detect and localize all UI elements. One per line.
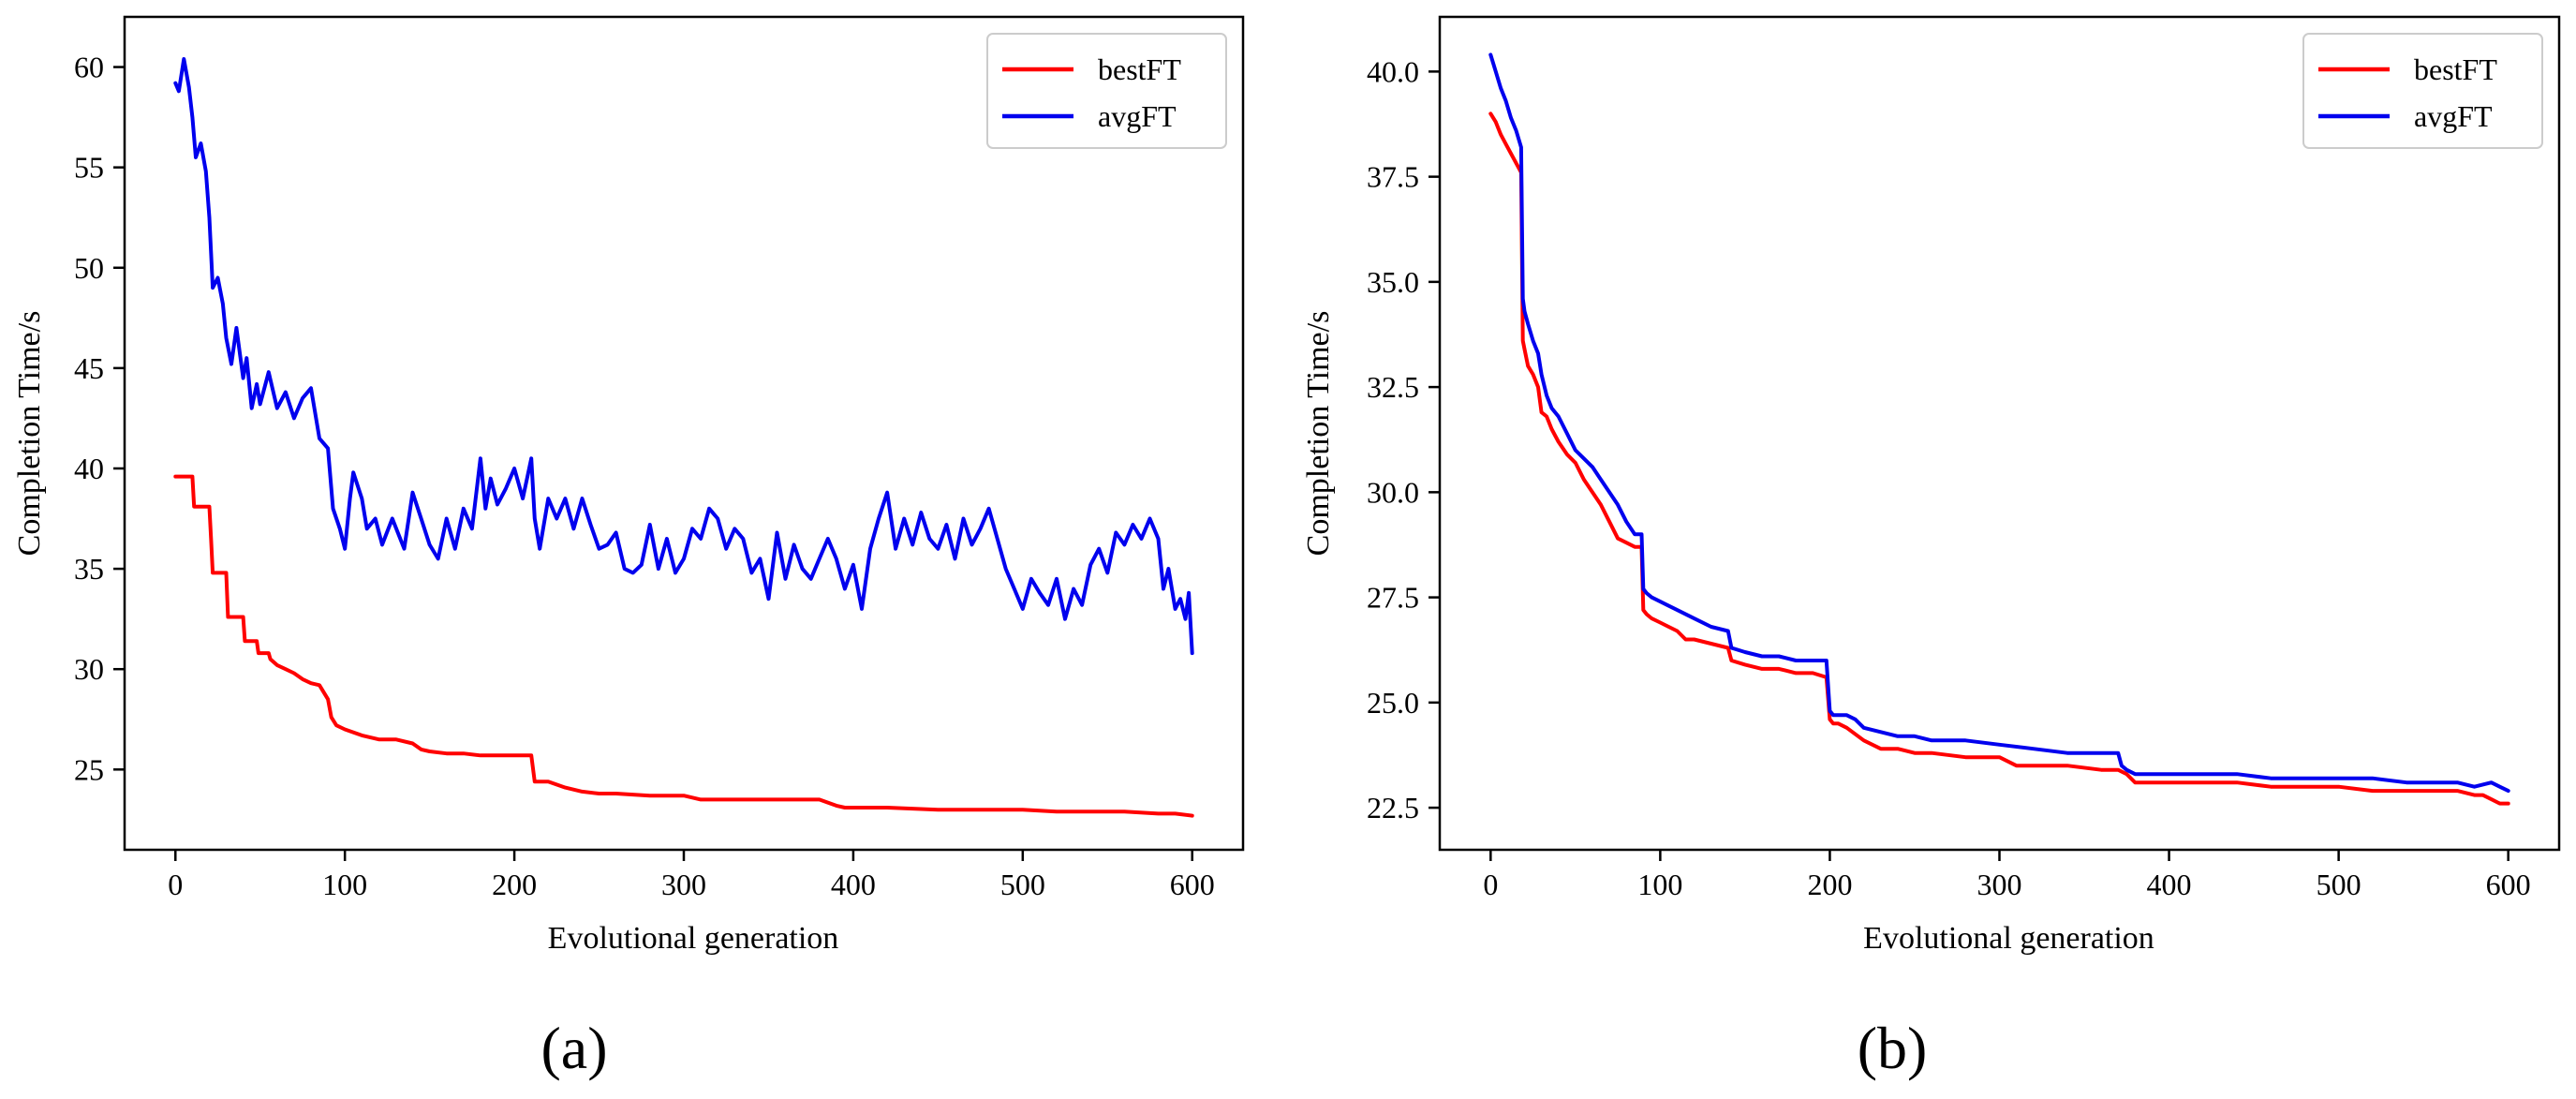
x-axis-label: Evolutional generation [548,921,839,956]
x-tick-label: 300 [661,868,706,901]
x-tick-label: 500 [1000,868,1045,901]
y-tick-label: 30.0 [1367,475,1419,509]
y-tick-label: 45 [74,351,104,385]
x-tick-label: 200 [1807,868,1852,901]
series-line-bestFT [1488,111,2510,806]
x-tick-label: 0 [168,868,183,901]
x-tick-label: 0 [1483,868,1498,901]
x-tick-label: 600 [2486,868,2531,901]
y-tick-label: 60 [74,51,104,84]
x-tick-label: 300 [1977,868,2022,901]
legend: bestFT avgFT [2302,33,2543,149]
chart-panel-b: 0 100 200 300 400 500 600 22.5 25.0 27.5 30.0 32.5 3… [1301,15,2561,1081]
legend-label-avgFT: avgFT [2414,99,2493,133]
legend-label-avgFT: avgFT [1098,99,1177,133]
chart-panel-a: 0 100 200 300 400 500 600 25 30 35 40 45 50 55 60 Evolu… [12,15,1245,1081]
legend-box [2302,33,2543,149]
series-line-avgFT [1488,52,2510,794]
y-tick-label: 35.0 [1367,265,1419,299]
legend-label-bestFT: bestFT [1098,52,1181,86]
y-tick-label: 22.5 [1367,791,1419,824]
y-tick-label: 37.5 [1367,160,1419,194]
legend-label-bestFT: bestFT [2414,52,2497,86]
series-line-avgFT [173,57,1194,656]
panel-label: (a) [540,1015,607,1081]
y-tick-label: 27.5 [1367,581,1419,615]
y-tick-label: 25.0 [1367,686,1419,720]
panel-label: (b) [1858,1015,1928,1081]
x-tick-label: 100 [322,868,367,901]
y-tick-label: 50 [74,251,104,285]
x-axis-label: Evolutional generation [1863,921,2154,956]
y-tick-label: 30 [74,652,104,686]
x-tick-label: 600 [1170,868,1215,901]
legend-box [986,33,1227,149]
y-axis-label: Completion Time/s [1301,311,1336,557]
y-axis-label: Completion Time/s [12,311,47,557]
x-tick-label: 500 [2317,868,2361,901]
y-tick-label: 40 [74,452,104,485]
y-tick-label: 32.5 [1367,370,1419,404]
y-tick-label: 25 [74,752,104,786]
x-tick-label: 100 [1637,868,1682,901]
y-tick-label: 40.0 [1367,54,1419,88]
legend: bestFT avgFT [986,33,1227,149]
x-tick-label: 400 [2147,868,2192,901]
y-tick-label: 35 [74,552,104,586]
x-tick-label: 200 [492,868,537,901]
series-line-bestFT [173,474,1194,818]
y-tick-label: 55 [74,151,104,185]
x-tick-label: 400 [831,868,876,901]
